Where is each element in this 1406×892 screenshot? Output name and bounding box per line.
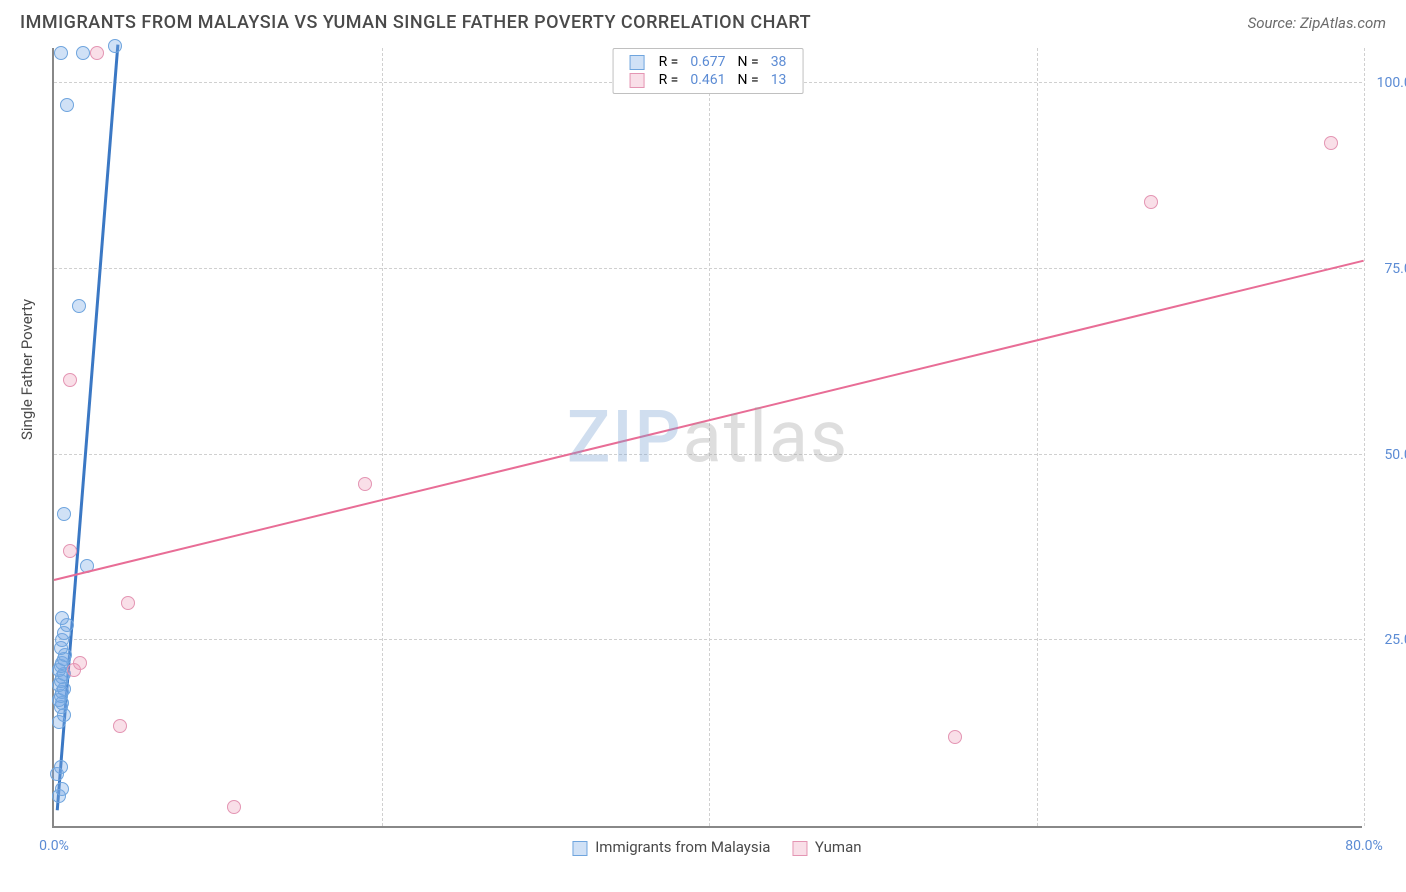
- data-point: [55, 611, 69, 625]
- y-tick-label: 75.0%: [1367, 261, 1406, 277]
- legend-row-yuman: R = 0.461 N = 13: [624, 71, 793, 89]
- gridline-h: [54, 268, 1362, 269]
- data-point: [54, 46, 68, 60]
- data-point: [108, 39, 122, 53]
- data-point: [113, 719, 127, 733]
- data-point: [57, 507, 71, 521]
- data-point: [60, 98, 74, 112]
- scatter-chart: ZIPatlas R = 0.677 N = 38 R = 0.461 N = …: [52, 48, 1362, 828]
- gridline-h: [54, 454, 1362, 455]
- data-point: [227, 800, 241, 814]
- gridline-v: [382, 48, 383, 826]
- y-tick-label: 100.0%: [1367, 75, 1406, 91]
- gridline-v: [1037, 48, 1038, 826]
- data-point: [121, 596, 135, 610]
- data-point: [63, 544, 77, 558]
- data-point: [54, 760, 68, 774]
- y-tick-label: 25.0%: [1367, 632, 1406, 648]
- data-point: [1324, 136, 1338, 150]
- data-point: [55, 782, 69, 796]
- correlation-legend: R = 0.677 N = 38 R = 0.461 N = 13: [613, 48, 804, 94]
- x-tick-label: 80.0%: [1345, 838, 1383, 854]
- legend-row-malaysia: R = 0.677 N = 38: [624, 53, 793, 71]
- source-attribution: Source: ZipAtlas.com: [1248, 14, 1386, 32]
- x-tick-label: 0.0%: [39, 838, 69, 854]
- data-point: [72, 299, 86, 313]
- chart-title: IMMIGRANTS FROM MALAYSIA VS YUMAN SINGLE…: [20, 12, 811, 33]
- legend-label-malaysia: Immigrants from Malaysia: [595, 838, 770, 856]
- series-legend: Immigrants from Malaysia Yuman: [554, 838, 861, 856]
- y-axis-label: Single Father Poverty: [18, 299, 36, 440]
- legend-label-yuman: Yuman: [815, 838, 862, 856]
- data-point: [1144, 195, 1158, 209]
- data-point: [358, 477, 372, 491]
- data-point: [90, 46, 104, 60]
- gridline-v: [709, 48, 710, 826]
- data-point: [73, 656, 87, 670]
- y-tick-label: 50.0%: [1367, 447, 1406, 463]
- watermark: ZIPatlas: [567, 395, 849, 480]
- data-point: [948, 730, 962, 744]
- data-point: [63, 373, 77, 387]
- gridline-v: [1364, 48, 1365, 826]
- gridline-h: [54, 639, 1362, 640]
- data-point: [76, 46, 90, 60]
